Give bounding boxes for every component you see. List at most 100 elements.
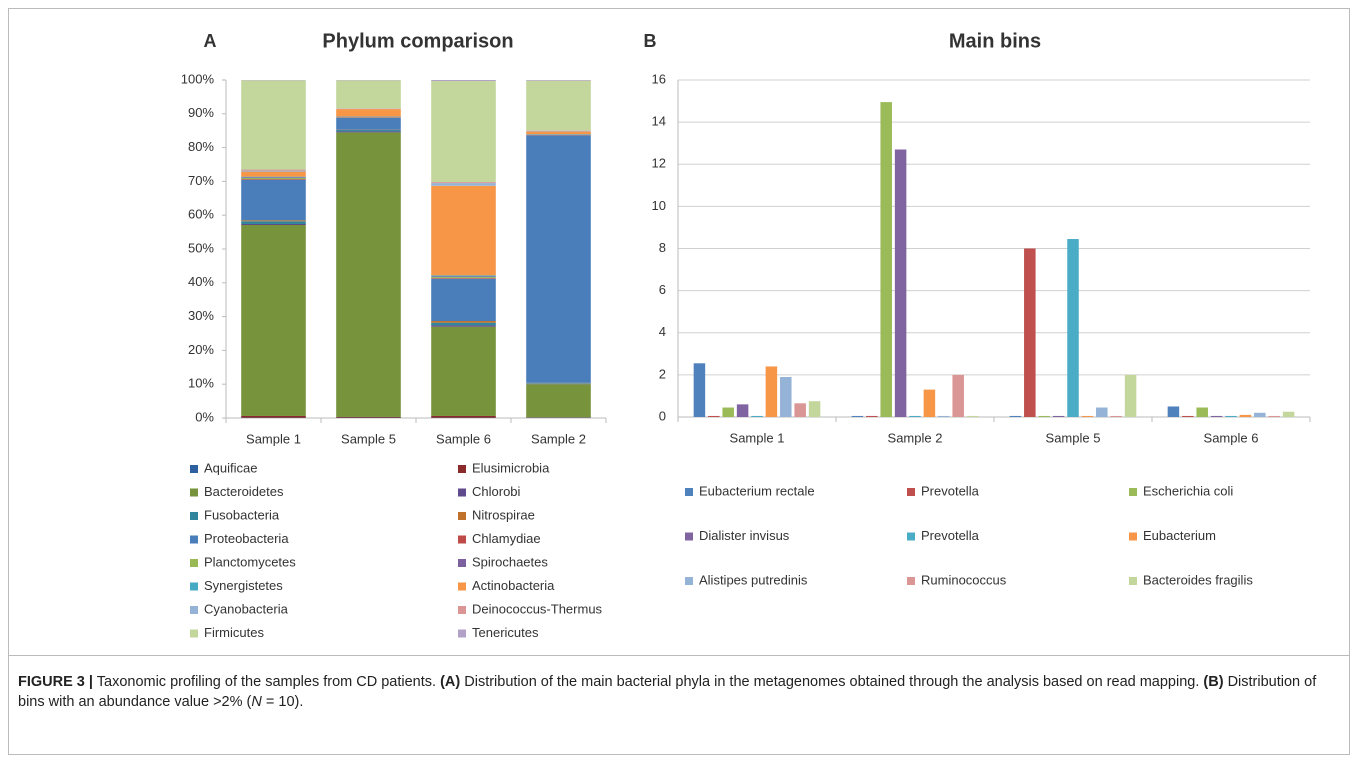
legend-swatch <box>458 465 466 473</box>
bar <box>1282 411 1295 417</box>
bar-segment <box>526 130 591 132</box>
bar-segment <box>431 325 496 327</box>
bar-segment <box>431 415 496 418</box>
caption: FIGURE 3 | Taxonomic profiling of the sa… <box>18 672 1343 712</box>
bar <box>736 404 749 417</box>
x-tick-label: Sample 2 <box>531 431 586 446</box>
legend-swatch <box>1129 577 1137 585</box>
caption-text: = 10). <box>265 694 304 710</box>
bar <box>693 363 706 417</box>
y-tick-label: 4 <box>659 324 666 339</box>
caption-text: Distribution of bins with an abundance v… <box>18 674 1317 710</box>
bar <box>880 102 892 417</box>
caption-text: Taxonomic profiling of the samples from … <box>96 674 437 690</box>
legend-swatch <box>190 488 198 497</box>
bar <box>866 415 878 417</box>
legend-swatch <box>1129 488 1137 496</box>
legend-label: Alistipes putredinis <box>699 572 808 587</box>
y-tick-label: 100% <box>181 71 215 86</box>
legend-label: Eubacterium rectale <box>699 483 815 498</box>
bar <box>794 403 806 417</box>
bar <box>751 415 763 417</box>
bar <box>1254 412 1266 417</box>
legend-swatch <box>685 577 693 585</box>
bar-segment <box>336 117 401 130</box>
bar <box>1110 415 1122 417</box>
legend-swatch <box>458 559 466 567</box>
bar <box>1081 415 1094 417</box>
legend-label: Bacteroides fragilis <box>1143 572 1253 587</box>
bar <box>1268 415 1280 417</box>
bar-segment <box>241 179 306 221</box>
bar <box>780 376 792 417</box>
legend-swatch <box>190 465 198 473</box>
bar-segment <box>241 223 306 226</box>
legend-label: Firmicutes <box>204 625 264 640</box>
bar <box>1067 239 1079 417</box>
bar-segment <box>241 415 306 418</box>
legend-swatch <box>458 582 466 591</box>
legend-label: Synergistetes <box>204 578 283 593</box>
bar-segment <box>431 185 496 276</box>
x-tick-label: Sample 2 <box>888 430 943 445</box>
y-tick-label: 10% <box>188 376 214 391</box>
bar <box>938 415 950 417</box>
legend-label: Tenericutes <box>472 625 539 640</box>
bar-segment <box>431 183 496 186</box>
bar <box>1052 415 1065 417</box>
y-tick-label: 12 <box>652 156 666 171</box>
legend-label: Actinobacteria <box>472 578 555 593</box>
x-tick-label: Sample 6 <box>436 431 491 446</box>
legend-label: Aquificae <box>204 460 257 475</box>
x-tick-label: Sample 1 <box>730 430 785 445</box>
bar-segment <box>431 182 496 184</box>
y-tick-label: 6 <box>659 282 666 297</box>
panel-label: B <box>644 31 657 51</box>
bar <box>966 415 979 417</box>
bar-segment <box>241 176 306 178</box>
chart-title: Main bins <box>949 30 1041 52</box>
bar-segment <box>241 221 306 224</box>
y-tick-label: 0 <box>659 408 666 423</box>
y-tick-label: 0% <box>195 409 214 424</box>
legend-swatch <box>458 512 466 520</box>
bar-segment <box>431 277 496 279</box>
y-tick-label: 8 <box>659 240 666 255</box>
bar-segment <box>336 109 401 117</box>
legend-swatch <box>907 488 915 496</box>
legend-swatch <box>190 512 198 520</box>
bar-segment <box>241 179 306 180</box>
y-tick-label: 30% <box>188 308 214 323</box>
bar-segment <box>336 130 401 132</box>
bar-segment <box>336 80 401 109</box>
legend-label: Nitrospirae <box>472 507 535 522</box>
bar-segment <box>526 384 591 418</box>
bar <box>1196 407 1208 417</box>
bar <box>765 366 778 417</box>
bar <box>708 415 720 417</box>
bar <box>808 401 821 417</box>
bar-segment <box>431 320 496 323</box>
caption-figure: FIGURE 3 | <box>18 674 93 690</box>
x-tick-label: Sample 5 <box>341 431 396 446</box>
bar <box>851 415 864 417</box>
bar-segment <box>241 169 306 171</box>
bar-segment <box>526 131 591 135</box>
bar-segment <box>336 131 401 133</box>
legend-label: Bacteroidetes <box>204 484 284 499</box>
legend-swatch <box>190 629 198 638</box>
legend-label: Escherichia coli <box>1143 483 1233 498</box>
bar-segment <box>241 177 306 179</box>
y-tick-label: 40% <box>188 274 214 289</box>
bar-segment <box>431 80 496 82</box>
bar <box>1096 407 1108 417</box>
y-tick-label: 60% <box>188 207 214 222</box>
legend-label: Spirochaetes <box>472 554 548 569</box>
bar-segment <box>241 225 306 416</box>
legend-swatch <box>458 629 466 638</box>
bar-segment <box>241 220 306 222</box>
legend-swatch <box>907 577 915 585</box>
legend-label: Ruminococcus <box>921 572 1007 587</box>
bar-segment <box>526 80 591 131</box>
